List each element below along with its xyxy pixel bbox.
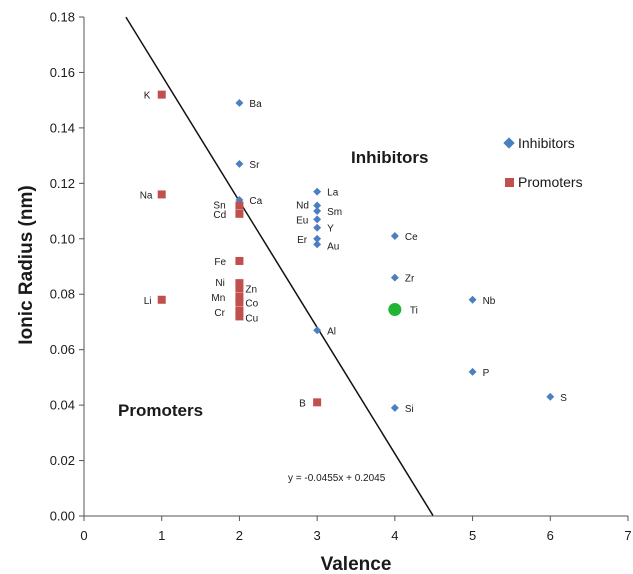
promoters-region-label: Promoters [118, 401, 203, 420]
point-la [313, 187, 322, 196]
point-sr-label: Sr [249, 160, 260, 171]
axes: 0 1 2 3 4 5 6 7 0.00 0.02 0.04 0.06 0.08 0.10 0.12 0.14… [50, 10, 632, 544]
point-si-label: Si [405, 404, 414, 415]
x-tick-label: 1 [158, 528, 165, 543]
point-k-label: K [144, 91, 151, 102]
point-zr-label: Zr [405, 274, 415, 285]
inhibitors-region-label: Inhibitors [351, 148, 428, 167]
x-tick-label: 2 [236, 528, 243, 543]
x-tick-label: 6 [547, 528, 554, 543]
point-zr [390, 273, 399, 282]
fit-line-group [125, 16, 434, 516]
point-p [468, 367, 477, 376]
y-tick-label: 0.16 [50, 65, 75, 80]
point-er [313, 234, 322, 243]
legend-label-inhibitors: Inhibitors [518, 135, 575, 151]
point-ni [235, 279, 244, 288]
legend: Inhibitors Promoters [503, 135, 583, 190]
point-co [235, 298, 244, 307]
y-axis-title: Ionic Radius (nm) [16, 185, 37, 344]
point-la-label: La [327, 188, 339, 199]
point-ba-label: Ba [249, 99, 262, 110]
point-cr [235, 306, 244, 315]
point-si [390, 403, 399, 412]
point-sm-label: Sm [327, 207, 342, 218]
fit-line [125, 16, 434, 516]
point-nb [468, 295, 477, 304]
x-tick-label: 5 [469, 528, 476, 543]
point-co-label: Co [245, 299, 258, 310]
x-axis-title: Valence [321, 554, 392, 574]
y-tick-label: 0.02 [50, 453, 75, 468]
point-au-label: Au [327, 241, 339, 252]
point-sr [235, 159, 244, 168]
y-tick-label: 0.00 [50, 509, 75, 524]
point-nd-label: Nd [296, 201, 309, 212]
point-eu-label: Eu [296, 215, 308, 226]
point-nb-label: Nb [483, 296, 496, 307]
point-ni-label: Ni [215, 278, 224, 289]
y-tick-label: 0.08 [50, 287, 75, 302]
point-ca-label: Ca [249, 196, 262, 207]
point-ce [390, 232, 399, 240]
x-tick-label: 7 [624, 528, 631, 543]
point-li [157, 295, 166, 304]
y-tick-label: 0.12 [50, 176, 75, 191]
point-fe [235, 256, 244, 265]
legend-marker-inhibitors [503, 137, 515, 149]
point-cd [235, 209, 244, 218]
point-ti-label: Ti [410, 305, 418, 316]
point-au [313, 240, 322, 249]
point-s-label: S [560, 393, 567, 404]
legend-label-promoters: Promoters [518, 174, 583, 190]
point-k [157, 90, 166, 99]
fit-equation-label: y = -0.0455x + 0.2045 [288, 473, 386, 484]
y-tick-label: 0.06 [50, 342, 75, 357]
point-er-label: Er [297, 235, 308, 246]
point-sn-label: Sn [213, 201, 225, 212]
point-li-label: Li [144, 296, 152, 307]
point-zn-label: Zn [245, 285, 257, 296]
point-labels: Ba Sr Ca La Nd Sm Eu Y Er Au Al Ce Zr Si Nb P S K Na Li SnCd… [140, 91, 568, 415]
data-points [157, 90, 555, 412]
point-ba [235, 98, 244, 107]
y-tick-label: 0.10 [50, 231, 75, 246]
point-eu [313, 215, 322, 224]
legend-marker-promoters [505, 178, 514, 187]
point-nd [313, 201, 322, 210]
point-na [157, 190, 166, 199]
point-cu-label: Cu [245, 313, 258, 324]
point-y [313, 223, 322, 232]
y-tick-label: 0.18 [50, 10, 75, 25]
point-na-label: Na [140, 190, 153, 201]
point-y-label: Y [327, 224, 334, 235]
point-mn [235, 292, 244, 301]
point-mn-label: Mn [211, 293, 225, 304]
point-p-label: P [483, 368, 490, 379]
point-cd-label: Cd [213, 210, 226, 221]
point-cu [235, 312, 244, 321]
x-tick-label: 4 [391, 528, 398, 543]
point-cr-label: Cr [214, 308, 225, 319]
point-sn [235, 201, 244, 210]
point-ce-label: Ce [405, 232, 418, 243]
point-b-label: B [299, 398, 306, 409]
y-tick-label: 0.14 [50, 120, 75, 135]
point-ti [388, 302, 402, 316]
x-tick-label: 3 [314, 528, 321, 543]
point-b [313, 398, 322, 407]
point-al-label: Al [327, 326, 336, 337]
y-tick-label: 0.04 [50, 398, 75, 413]
point-s [546, 392, 555, 401]
point-sm [313, 207, 322, 216]
point-zn [235, 284, 244, 293]
point-fe-label: Fe [214, 257, 226, 268]
x-tick-label: 0 [80, 528, 87, 543]
point-al [313, 326, 322, 335]
